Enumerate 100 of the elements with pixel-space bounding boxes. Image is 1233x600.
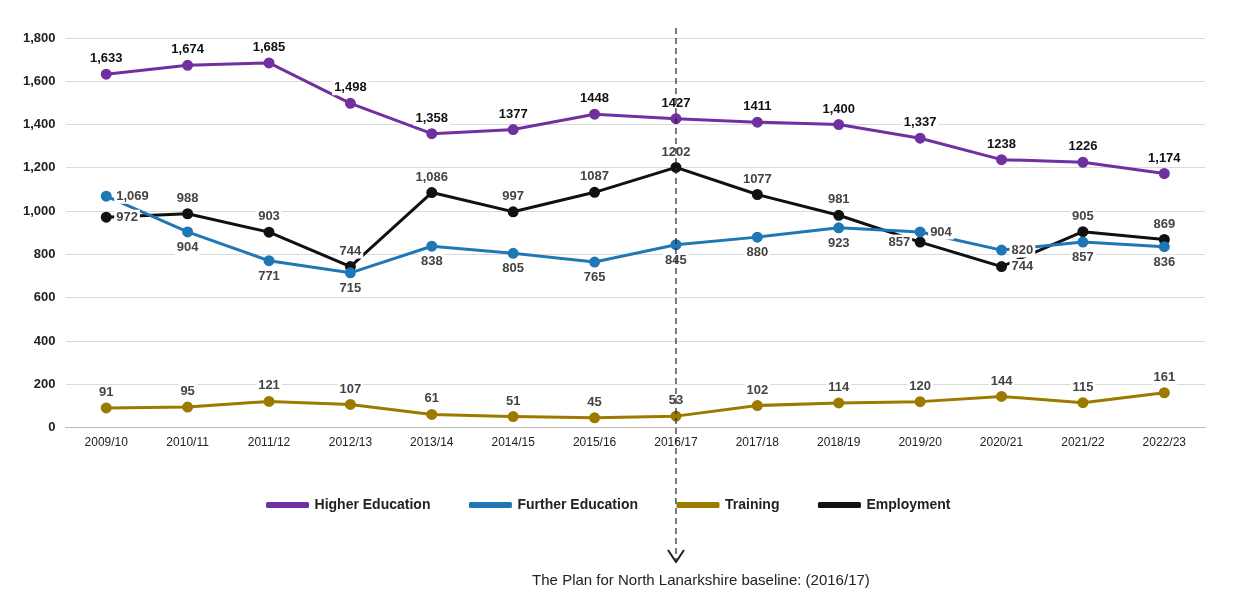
y-tick-label: 400	[33, 332, 56, 348]
x-tick-label: 2017/18	[735, 435, 780, 450]
data-label: 1,498	[334, 79, 367, 95]
data-label: 161	[1153, 368, 1176, 384]
data-label: 838	[420, 253, 443, 269]
x-tick-label: 2018/19	[817, 435, 861, 450]
data-label: 1077	[742, 170, 772, 186]
x-tick-label: 2022/23	[1142, 435, 1187, 450]
data-label: 771	[258, 267, 280, 283]
data-label: 1,685	[252, 38, 286, 54]
point	[507, 247, 519, 259]
point	[182, 208, 194, 220]
x-tick-label: 2021/22	[1061, 435, 1105, 450]
data-label: 107	[339, 380, 362, 396]
point	[833, 119, 845, 131]
point	[833, 222, 845, 234]
data-label: 744	[339, 242, 363, 258]
point	[1158, 167, 1170, 179]
data-label: 715	[339, 279, 362, 295]
data-label: 903	[258, 208, 280, 224]
data-label: 115	[1072, 378, 1094, 394]
point	[833, 397, 845, 409]
x-tick-label: 2012/13	[328, 435, 373, 450]
point	[507, 206, 519, 218]
y-tick-label: 1,200	[22, 159, 56, 175]
data-label: 53	[668, 392, 684, 408]
legend-label: Employment	[866, 495, 951, 512]
point	[1077, 226, 1089, 238]
point	[344, 97, 356, 109]
x-tick-label: 2009/10	[84, 435, 129, 450]
data-label: 744	[1011, 258, 1034, 274]
y-tick-label: 1,800	[22, 29, 56, 45]
point	[996, 390, 1008, 402]
data-label: 857	[1072, 249, 1094, 265]
y-tick-label: 0	[48, 419, 56, 435]
y-tick-label: 200	[33, 375, 56, 391]
data-label: 45	[587, 393, 602, 409]
x-tick-label: 2010/11	[166, 435, 210, 450]
point	[914, 236, 926, 248]
x-tick-label: 2011/12	[247, 435, 291, 450]
point	[426, 187, 438, 199]
legend-label: Higher Education	[314, 495, 431, 512]
x-tick-label: 2020/21	[979, 435, 1024, 450]
point	[914, 132, 926, 144]
point	[589, 108, 601, 120]
point	[263, 226, 275, 238]
data-label: 1,337	[903, 114, 937, 130]
data-label: 1411	[743, 98, 772, 114]
point	[507, 124, 519, 136]
data-label: 904	[930, 223, 953, 239]
data-label: 904	[176, 239, 200, 255]
data-label: 102	[746, 381, 769, 397]
point	[589, 256, 601, 268]
point	[100, 68, 112, 80]
x-tick-label: 2019/20	[898, 435, 943, 450]
point	[100, 402, 112, 414]
data-label: 988	[176, 189, 199, 205]
point	[1077, 236, 1089, 248]
data-label: 1087	[580, 168, 610, 184]
data-label: 1448	[580, 90, 610, 106]
point	[914, 226, 926, 238]
point	[1077, 397, 1089, 409]
data-label: 1427	[661, 94, 691, 110]
data-label: 1,069	[116, 187, 149, 203]
data-label: 905	[1072, 207, 1094, 223]
data-label: 1,174	[1148, 149, 1182, 165]
point	[751, 400, 763, 412]
data-label: 923	[827, 234, 850, 250]
x-tick-label: 2013/14	[410, 435, 454, 450]
data-label: 1,400	[822, 100, 856, 116]
y-tick-label: 600	[33, 289, 56, 305]
data-label: 51	[505, 392, 521, 408]
data-label: 1,358	[415, 109, 449, 125]
data-label: 121	[258, 377, 280, 393]
y-tick-label: 800	[33, 246, 56, 262]
data-label: 765	[583, 269, 606, 285]
y-tick-label: 1,000	[22, 202, 56, 218]
point	[426, 128, 438, 140]
data-label: 114	[828, 379, 850, 394]
point	[1158, 387, 1170, 399]
point	[996, 244, 1008, 256]
point	[751, 116, 763, 128]
data-label: 1,633	[89, 50, 123, 66]
point	[100, 211, 112, 223]
ref-line-label: The Plan for North Lanarkshire baseline: (2016/17)	[532, 570, 870, 588]
y-tick-label: 1,600	[22, 72, 56, 88]
point	[589, 412, 601, 424]
point	[589, 186, 601, 198]
data-label: 120	[909, 377, 931, 393]
legend-label: Further Education	[517, 495, 638, 512]
x-tick-label: 2014/15	[491, 435, 536, 450]
point	[263, 255, 275, 267]
point	[182, 59, 194, 71]
point	[1158, 241, 1170, 253]
data-label: 1,086	[415, 168, 449, 184]
point	[182, 401, 194, 413]
data-label: 1226	[1068, 138, 1098, 154]
point	[426, 240, 438, 252]
point	[996, 154, 1008, 166]
data-label: 61	[424, 390, 440, 406]
